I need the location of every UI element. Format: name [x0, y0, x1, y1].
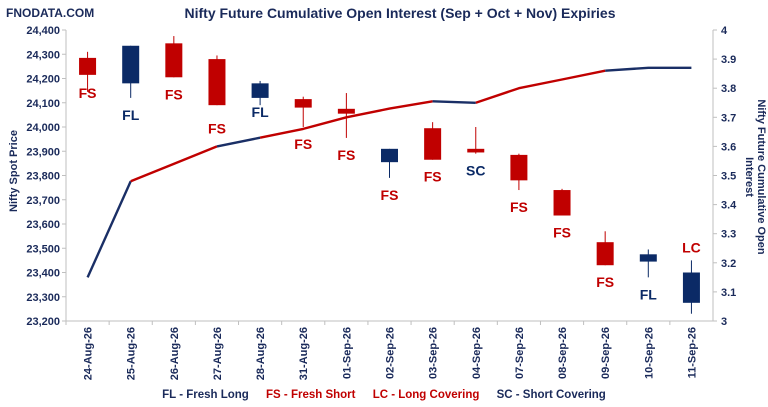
candle-body — [639, 254, 657, 262]
candle-body — [337, 108, 355, 114]
candle-body — [424, 128, 442, 160]
candle-body — [122, 45, 140, 84]
y-axis-right-ticks: 3 3.1 3.2 3.3 3.4 3.5 3.6 3.7 3.8 3.9 4 — [712, 25, 737, 328]
y-right-tick-label: 3.9 — [721, 54, 736, 66]
candle-tag-fs: FS — [208, 120, 226, 136]
legend-short-covering: SC - Short Covering — [496, 389, 606, 401]
candle-body — [79, 57, 97, 75]
y-left-tick-label: 24,000 — [26, 122, 60, 134]
y-right-tick-label: 3 — [721, 316, 727, 328]
y-right-tick-label: 3.7 — [721, 112, 736, 124]
x-tick-label: 08-Sep-26 — [557, 327, 569, 379]
y-left-tick-label: 23,300 — [26, 292, 60, 304]
oi-line — [86, 66, 692, 278]
x-tick-label: 01-Sep-26 — [341, 327, 353, 379]
candle-body — [381, 148, 398, 163]
candle-tag-fl: FL — [252, 104, 270, 120]
y-axis-left-ticks: 23,200 23,300 23,400 23,500 23,600 23,700 23,8… — [26, 25, 713, 328]
oi-line-segment — [605, 66, 692, 72]
brand-logo-text: FNODATA.COM — [6, 6, 95, 20]
legend: FL - Fresh Long FS - Fresh Short LC - Lo… — [0, 389, 768, 401]
y-left-tick-label: 23,700 — [26, 195, 60, 207]
y-right-tick-label: 3.2 — [721, 258, 736, 270]
candle-tags: FS FL FS FS FL FS FS FS FS SC FS FS FS FL LC — [79, 85, 701, 302]
candle-body — [510, 154, 528, 181]
y-right-tick-label: 3.1 — [721, 287, 736, 299]
legend-fresh-short: FS - Fresh Short — [266, 389, 356, 401]
y-right-tick-label: 3.6 — [721, 141, 736, 153]
oi-line-segment — [86, 180, 132, 278]
y-left-tick-label: 23,500 — [26, 243, 60, 255]
candle-tag-fs: FS — [424, 169, 442, 185]
y-left-tick-label: 23,900 — [26, 146, 60, 158]
x-tick-label: 24-Aug-26 — [83, 327, 95, 380]
oi-line-segment — [259, 100, 433, 139]
candle-tag-fs: FS — [337, 147, 355, 163]
candle-body — [208, 59, 226, 106]
y-right-tick-label: 3.5 — [721, 171, 736, 183]
candle-tag-fs: FS — [381, 187, 399, 203]
y-left-tick-label: 24,100 — [26, 98, 60, 110]
oi-line-segment — [216, 136, 261, 148]
candle-body — [682, 272, 700, 303]
x-tick-label: 11-Sep-26 — [686, 327, 698, 378]
x-axis-ticks: 24-Aug-26 25-Aug-26 26-Aug-26 27-Aug-26 28-A… — [65, 321, 698, 380]
candle-body — [553, 190, 571, 216]
candle-body — [165, 43, 183, 78]
candle-body — [251, 83, 269, 98]
candle-tag-fl: FL — [122, 107, 140, 123]
y-left-tick-label: 24,300 — [26, 49, 60, 61]
candle-tag-fs: FS — [596, 274, 614, 290]
y-right-tick-label: 3.3 — [721, 229, 736, 241]
oi-line-segment — [475, 69, 606, 104]
y-right-tick-label: 4 — [721, 25, 728, 37]
legend-fresh-long: FL - Fresh Long — [162, 389, 249, 401]
candle-tag-fs: FS — [510, 199, 528, 215]
y-left-tick-label: 24,200 — [26, 74, 60, 86]
x-tick-label: 07-Sep-26 — [514, 327, 526, 379]
candle-tag-fs: FS — [165, 86, 183, 102]
oi-line-segment — [432, 100, 476, 104]
y-left-tick-label: 23,200 — [26, 316, 60, 328]
y-left-tick-label: 23,800 — [26, 171, 60, 183]
candles — [79, 36, 700, 314]
candle-tag-fl: FL — [640, 286, 658, 302]
x-tick-label: 28-Aug-26 — [255, 327, 267, 380]
oi-line-segment — [130, 145, 218, 183]
x-tick-label: 10-Sep-26 — [643, 327, 655, 379]
x-tick-label: 31-Aug-26 — [298, 327, 310, 380]
y-right-tick-label: 3.8 — [721, 83, 736, 95]
legend-long-covering: LC - Long Covering — [372, 389, 480, 401]
x-tick-label: 04-Sep-26 — [471, 327, 483, 379]
candle-tag-sc: SC — [466, 163, 485, 179]
y-left-tick-label: 23,600 — [26, 219, 60, 231]
x-tick-label: 25-Aug-26 — [126, 327, 138, 380]
x-tick-label: 03-Sep-26 — [428, 327, 440, 379]
candle-tag-lc: LC — [682, 239, 701, 255]
x-tick-label: 09-Sep-26 — [600, 327, 612, 379]
x-tick-label: 27-Aug-26 — [212, 327, 224, 380]
y-left-tick-label: 24,400 — [26, 25, 60, 37]
candle-tag-fs: FS — [79, 85, 97, 101]
x-tick-label: 02-Sep-26 — [385, 327, 397, 379]
x-tick-label: 26-Aug-26 — [169, 327, 181, 380]
candle-tag-fs: FS — [294, 136, 312, 152]
chart-title: Nifty Future Cumulative Open Interest (S… — [184, 5, 616, 21]
candle-body — [596, 242, 614, 266]
candle-body — [467, 148, 485, 153]
y-left-tick-label: 23,400 — [26, 268, 60, 280]
candle-tag-fs: FS — [553, 225, 571, 241]
y-right-tick-label: 3.4 — [721, 200, 737, 212]
candle-body — [294, 99, 312, 108]
